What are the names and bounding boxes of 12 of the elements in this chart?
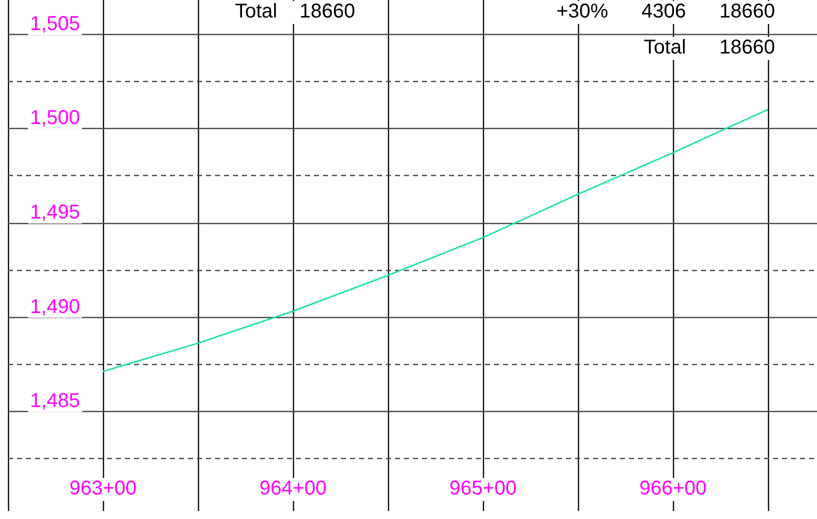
x-tick-label: 965+00 [449, 478, 517, 500]
y-tick-label: 1,500 [30, 107, 80, 130]
x-tick-label: 966+00 [639, 478, 707, 500]
y-tick-label: 1,495 [30, 202, 80, 224]
annotation: Total 18660 [235, 0, 356, 23]
annotation: +30% 4306 18660 [556, 0, 775, 23]
annotation: Total 18660 [644, 36, 775, 59]
y-tick-label: 1,490 [30, 296, 80, 318]
x-tick-label: 964+00 [259, 478, 327, 500]
y-tick-label: 1,485 [30, 390, 80, 412]
y-tick-label: 1,505 [30, 12, 80, 35]
x-tick-label: 963+00 [69, 478, 137, 500]
